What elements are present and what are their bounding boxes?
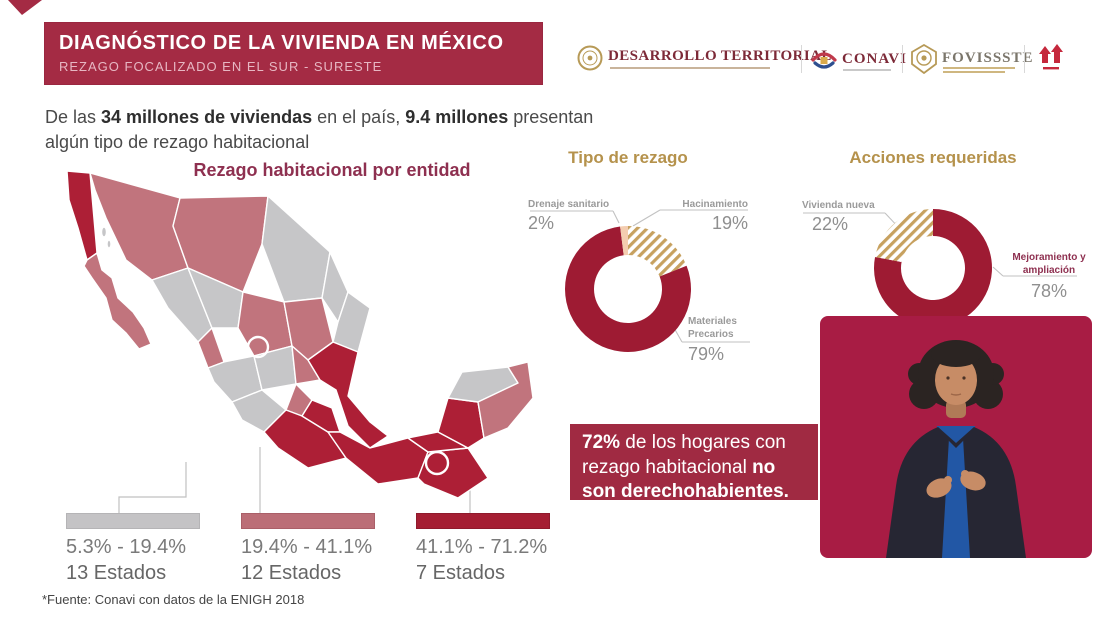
intro-part3: presentan algún tipo de rezago habitacio… bbox=[45, 107, 594, 152]
donut-segment bbox=[874, 209, 992, 327]
legend-count: 12 Estados bbox=[241, 562, 342, 584]
legend-swatch-high bbox=[416, 513, 550, 529]
divider bbox=[801, 45, 802, 73]
donut-label-materiales: Materiales Precarios bbox=[688, 316, 737, 340]
donut-chart-acciones-requeridas bbox=[803, 209, 1077, 327]
conavi-house-icon bbox=[811, 52, 837, 69]
logo-subtext-line bbox=[943, 71, 1005, 73]
intro-figure-rezago: 9.4 millones bbox=[405, 107, 509, 127]
donut-label-hacinamiento: Hacinamiento bbox=[682, 199, 748, 210]
logo-subtext-line bbox=[943, 67, 1015, 69]
donut-segment bbox=[875, 209, 933, 263]
intro-text: De las 34 millones de viviendas en el pa… bbox=[45, 105, 620, 155]
header-banner: DIAGNÓSTICO DE LA VIVIENDA EN MÉXICO REZ… bbox=[45, 23, 542, 84]
donut-label-drenaje: Drenaje sanitario bbox=[528, 199, 610, 210]
government-seal-icon bbox=[577, 45, 603, 71]
stat-text: de los hogares con rezago habitacional bbox=[582, 432, 786, 478]
island bbox=[100, 226, 108, 238]
page-subtitle: REZAGO FOCALIZADO EN EL SUR - SURESTE bbox=[59, 59, 383, 74]
sign-language-interpreter-video bbox=[820, 316, 1092, 558]
donut-label-mejoramiento: Mejoramiento y ampliación bbox=[1012, 252, 1086, 276]
donut-pct-hacinamiento: 19% bbox=[711, 213, 748, 233]
map-title: Rezago habitacional por entidad bbox=[193, 160, 471, 180]
state-baja-california-sur bbox=[83, 252, 152, 350]
stat-bold-text: no son derechohabientes. bbox=[582, 456, 789, 503]
donut-label-vivienda-nueva: Vivienda nueva bbox=[802, 200, 875, 211]
logo-subtext-line bbox=[843, 69, 891, 71]
fovissste-logo: FOVISSSTE bbox=[942, 50, 1034, 66]
source-note: *Fuente: Conavi con datos de la ENIGH 20… bbox=[42, 592, 305, 607]
divider bbox=[902, 45, 903, 73]
legend-swatch-mid bbox=[241, 513, 375, 529]
divider bbox=[1024, 45, 1025, 73]
legend-count: 13 Estados bbox=[66, 562, 167, 584]
legend-swatch-low bbox=[66, 513, 200, 529]
donut-pct-vivienda-nueva: 22% bbox=[812, 214, 849, 234]
logo-subtext-line bbox=[610, 67, 770, 69]
intro-figure-total: 34 millones de viviendas bbox=[101, 107, 313, 127]
legend-range: 19.4% - 41.1% bbox=[241, 536, 373, 558]
donut-segment bbox=[620, 226, 628, 256]
fovissste-emblem-icon bbox=[911, 44, 937, 74]
state-quintana-roo bbox=[477, 361, 534, 439]
donut-pct-materiales: 79% bbox=[688, 344, 725, 364]
donut-segment bbox=[565, 226, 691, 352]
page-title: DIAGNÓSTICO DE LA VIVIENDA EN MÉXICO bbox=[59, 32, 504, 54]
corner-decoration bbox=[8, 0, 42, 15]
interpreter-figure bbox=[886, 340, 1026, 558]
desarrollo-territorial-logo: DESARROLLO TERRITORIAL bbox=[608, 48, 832, 64]
legend-count: 7 Estados bbox=[416, 562, 505, 584]
legend-range: 5.3% - 19.4% bbox=[66, 536, 187, 558]
donut-segment bbox=[628, 226, 687, 277]
state-baja-california bbox=[66, 170, 98, 261]
intro-part1: De las bbox=[45, 107, 102, 127]
chart-title-tipo-de-rezago: Tipo de rezago bbox=[568, 148, 688, 167]
map-marker-circle bbox=[246, 335, 270, 359]
map-marker-circle bbox=[424, 450, 450, 476]
infonavit-logo-icon bbox=[1039, 44, 1063, 70]
chart-title-acciones-requeridas: Acciones requeridas bbox=[849, 148, 1017, 167]
stat-percentage: 72% bbox=[582, 432, 621, 453]
donut-chart-tipo-de-rezago bbox=[530, 209, 750, 352]
intro-part2: en el país, bbox=[312, 107, 406, 127]
mexico-choropleth-map bbox=[66, 170, 534, 514]
conavi-logo: CONAVI bbox=[842, 51, 907, 67]
donut-pct-mejoramiento: 78% bbox=[1030, 281, 1068, 301]
state-coahuila bbox=[261, 195, 331, 303]
legend-range: 41.1% - 71.2% bbox=[416, 536, 548, 558]
donut-pct-drenaje: 2% bbox=[528, 213, 555, 233]
stat-highlight-box: 72% de los hogares con rezago habitacion… bbox=[570, 424, 818, 503]
island bbox=[106, 239, 112, 249]
